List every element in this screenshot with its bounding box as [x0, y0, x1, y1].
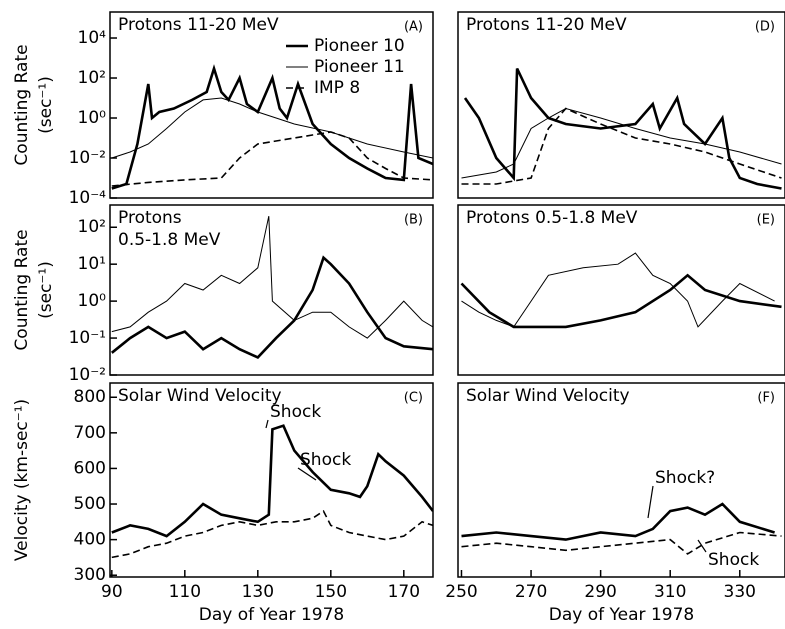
- plot-frame: [457, 382, 785, 578]
- y-axis-label: (sec⁻¹): [36, 76, 56, 134]
- panel-title: Solar Wind Velocity: [466, 386, 630, 406]
- legend-label: Pioneer 11: [314, 57, 405, 77]
- y-tick-label: 10⁰: [78, 291, 107, 311]
- y-tick-label: 10⁻⁴: [69, 188, 107, 208]
- y-tick-label: 600: [74, 458, 106, 478]
- panel-title: Protons 0.5-1.8 MeV: [466, 208, 638, 228]
- series-line: [463, 67, 782, 190]
- x-tick-label: 270: [515, 582, 547, 602]
- panel-label: (C): [404, 391, 423, 406]
- annotation: Shock: [270, 402, 321, 422]
- plot-frame: [457, 11, 785, 199]
- series-line: [460, 273, 782, 329]
- x-tick-label: 310: [654, 582, 686, 602]
- x-tick-label: 290: [584, 582, 616, 602]
- x-tick-label: 250: [445, 582, 477, 602]
- y-tick-label: 10²: [78, 68, 106, 88]
- panel-label: (A): [404, 20, 423, 35]
- y-axis-label: Counting Rate: [12, 229, 32, 350]
- y-axis-label: Velocity (km-sec⁻¹): [12, 399, 32, 561]
- panel-subtitle: 0.5-1.8 MeV: [118, 230, 221, 250]
- y-tick-label: 10⁻¹: [69, 328, 106, 348]
- panel-label: (B): [404, 213, 423, 228]
- series-line: [111, 424, 433, 538]
- y-tick-label: 10¹: [78, 254, 106, 274]
- annotation-arrow: [697, 539, 707, 553]
- y-axis-label: Counting Rate: [12, 44, 32, 165]
- x-tick-label: 110: [169, 582, 201, 602]
- y-tick-label: 10⁴: [78, 28, 107, 48]
- y-tick-label: 500: [74, 494, 106, 514]
- annotation-arrow: [297, 467, 317, 481]
- y-tick-label: 800: [74, 387, 106, 407]
- legend-label: Pioneer 10: [314, 36, 405, 56]
- x-tick-label: 130: [242, 582, 274, 602]
- annotation-arrow: [647, 485, 654, 519]
- panel-title: Protons: [118, 208, 182, 228]
- y-tick-label: 400: [74, 530, 106, 550]
- series-line: [110, 255, 433, 359]
- x-tick-label: 150: [315, 582, 347, 602]
- panel-label: (F): [757, 391, 775, 406]
- x-tick-label: 330: [724, 582, 756, 602]
- panel-title: Protons 11-20 MeV: [466, 15, 627, 35]
- plot-frame: [109, 11, 434, 199]
- plot-frame: [109, 204, 434, 376]
- panel-label: (E): [757, 213, 775, 228]
- series-line: [461, 531, 782, 555]
- series-line: [461, 107, 782, 179]
- x-tick-label: 90: [101, 582, 123, 602]
- annotation: Shock: [300, 450, 351, 470]
- y-tick-label: 10⁻²: [69, 365, 106, 385]
- y-axis-label: (sec⁻¹): [36, 261, 56, 319]
- y-tick-label: 10²: [78, 217, 106, 237]
- series-line: [111, 509, 433, 559]
- panel-title: Solar Wind Velocity: [118, 386, 282, 406]
- panel-title: Protons 11-20 MeV: [118, 15, 279, 35]
- x-tick-label: 170: [388, 582, 420, 602]
- series-line: [461, 107, 782, 185]
- series-line: [111, 131, 433, 187]
- series-line: [461, 252, 775, 328]
- x-axis-label: Day of Year 1978: [549, 605, 694, 625]
- y-tick-label: 10⁻²: [69, 148, 106, 168]
- panel-label: (D): [755, 20, 775, 35]
- series-line: [111, 215, 433, 339]
- legend-label: IMP 8: [314, 78, 360, 98]
- annotation: Shock?: [655, 468, 715, 488]
- annotation-arrow: [265, 419, 269, 429]
- y-tick-label: 10⁰: [78, 108, 107, 128]
- series-line: [461, 502, 775, 541]
- series-line: [111, 97, 433, 159]
- x-axis-label: Day of Year 1978: [199, 605, 344, 625]
- annotation: Shock: [708, 550, 759, 570]
- series-line: [111, 64, 433, 190]
- y-tick-label: 300: [74, 565, 106, 585]
- plot-frame: [109, 382, 434, 578]
- plot-frame: [457, 204, 785, 376]
- y-tick-label: 700: [74, 423, 106, 443]
